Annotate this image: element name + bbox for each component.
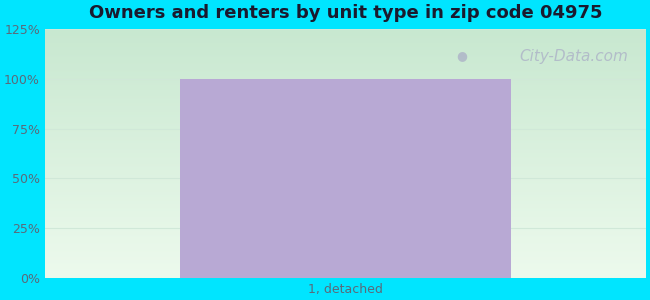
Text: City-Data.com: City-Data.com [519,49,628,64]
Title: Owners and renters by unit type in zip code 04975: Owners and renters by unit type in zip c… [88,4,602,22]
Text: ●: ● [456,49,467,62]
Bar [180,79,511,278]
